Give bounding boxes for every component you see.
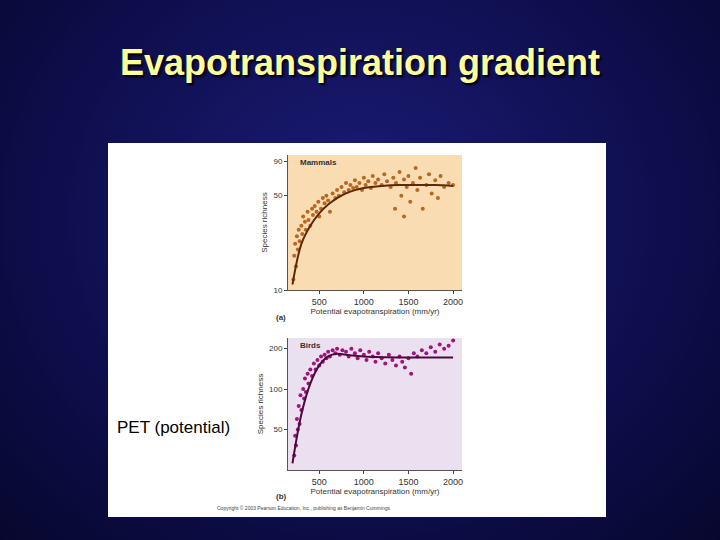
svg-text:Species richness: Species richness	[260, 192, 269, 252]
svg-text:(b): (b)	[276, 492, 287, 501]
svg-text:90: 90	[273, 157, 282, 166]
svg-text:Copyright © 2003 Pearson Educa: Copyright © 2003 Pearson Education, Inc.…	[217, 505, 390, 511]
svg-text:200: 200	[269, 344, 283, 353]
svg-text:100: 100	[269, 385, 283, 394]
svg-text:50: 50	[273, 191, 282, 200]
svg-text:500: 500	[312, 477, 327, 487]
svg-text:50: 50	[273, 425, 282, 434]
svg-text:(a): (a)	[276, 313, 286, 322]
svg-text:2000: 2000	[443, 297, 463, 307]
svg-text:Mammals: Mammals	[300, 158, 337, 167]
html-text:PET (potential): PET (potential)	[117, 418, 231, 437]
svg-text:1500: 1500	[398, 477, 418, 487]
svg-text:10: 10	[273, 286, 282, 295]
svg-text:2000: 2000	[443, 477, 463, 487]
svg-text:1000: 1000	[354, 477, 374, 487]
html-text:Evapotranspiration gradient: Evapotranspiration gradient	[120, 42, 600, 83]
svg-text:Species richness: Species richness	[256, 374, 265, 434]
svg-text:500: 500	[312, 297, 327, 307]
svg-text:1500: 1500	[398, 297, 418, 307]
svg-text:Birds: Birds	[300, 341, 321, 350]
svg-text:1000: 1000	[354, 297, 374, 307]
svg-text:Potential evapotranspiration (: Potential evapotranspiration (mm/yr)	[311, 487, 440, 496]
svg-text:Potential evapotranspiration (: Potential evapotranspiration (mm/yr)	[311, 307, 440, 316]
